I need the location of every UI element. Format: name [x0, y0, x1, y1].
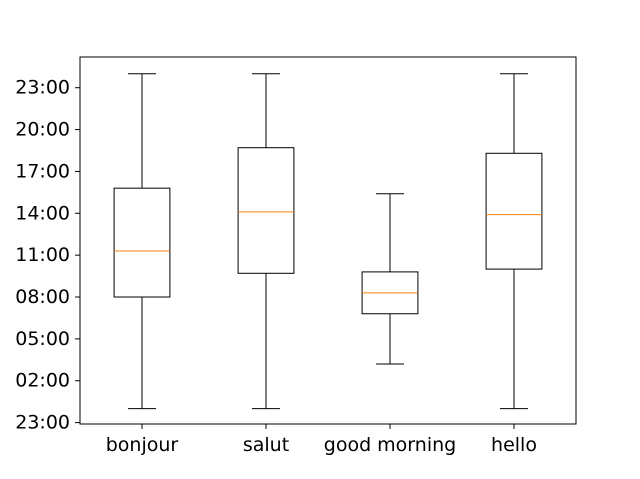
x-tick-label: salut	[243, 434, 289, 456]
box-group	[485, 73, 543, 410]
y-tick-label: 23:00	[15, 412, 70, 434]
y-tick-label: 20:00	[15, 119, 70, 141]
boxes-layer	[113, 73, 543, 410]
x-tick-label: hello	[491, 434, 537, 456]
box	[237, 147, 295, 274]
y-tick-label: 23:00	[15, 77, 70, 99]
y-axis: 23:00 02:00 05:00 08:00 11:00 14:00 17:00 20:00…	[15, 77, 80, 434]
y-tick-label: 02:00	[15, 370, 70, 392]
x-tick-label: bonjour	[106, 434, 179, 456]
x-axis: bonjour salut good morning hello	[106, 424, 537, 456]
y-tick-label: 17:00	[15, 160, 70, 182]
x-tick-label: good morning	[324, 434, 456, 456]
plot-area-frame	[79, 56, 577, 425]
box-group	[237, 73, 295, 410]
box	[113, 187, 171, 298]
box-group	[113, 73, 171, 410]
y-tick-label: 08:00	[15, 286, 70, 308]
box-group	[361, 193, 419, 365]
y-tick-label: 05:00	[15, 328, 70, 350]
y-tick-label: 14:00	[15, 202, 70, 224]
box	[485, 152, 543, 270]
y-tick-label: 11:00	[15, 244, 70, 266]
